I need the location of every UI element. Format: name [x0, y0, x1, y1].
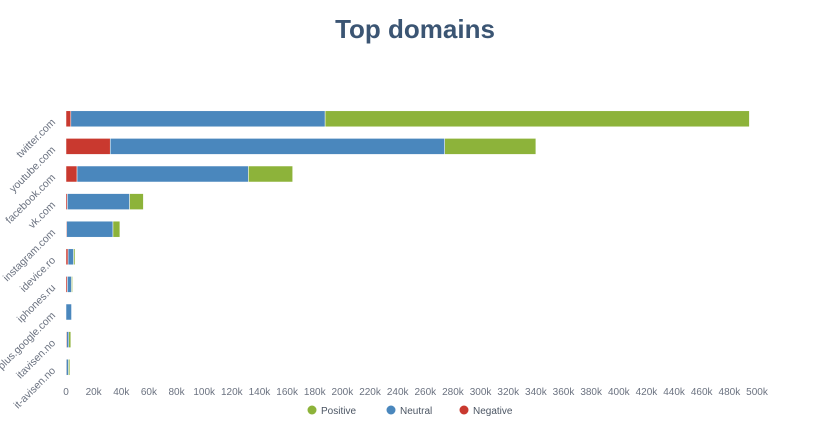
x-tick-label: 340k	[525, 387, 548, 398]
bar-neutral	[67, 193, 130, 210]
bar-positive	[73, 248, 76, 266]
x-tick-label: 460k	[691, 387, 714, 398]
x-tick-label: 100k	[193, 387, 216, 398]
bar-neutral	[65, 303, 72, 321]
x-tick-label: 60k	[141, 387, 158, 398]
bar-neutral	[66, 358, 69, 376]
x-tick-label: 0	[63, 387, 69, 398]
legend-marker-neutral	[386, 405, 396, 415]
bar-positive	[112, 220, 121, 238]
bar-neutral	[66, 220, 114, 238]
x-tick-label: 140k	[249, 387, 272, 398]
legend-item-positive[interactable]: Positive	[321, 406, 356, 417]
x-tick-label: 320k	[497, 387, 520, 398]
bar-positive	[248, 165, 293, 183]
x-tick-label: 180k	[304, 387, 327, 398]
x-tick-label: 480k	[719, 387, 742, 398]
legend-marker-negative	[459, 405, 469, 415]
x-tick-label: 240k	[387, 387, 410, 398]
bar-neutral	[67, 276, 72, 293]
x-tick-label: 280k	[442, 387, 465, 398]
legend-item-neutral[interactable]: Neutral	[400, 406, 432, 417]
bar-negative	[65, 165, 78, 183]
bar-neutral	[76, 165, 249, 183]
bar-positive	[324, 110, 750, 128]
x-tick-label: 20k	[86, 387, 103, 398]
legend-item-negative[interactable]: Negative	[473, 406, 513, 417]
bar-positive	[444, 138, 537, 155]
legend-marker-positive	[307, 405, 317, 415]
bar-negative	[65, 110, 72, 128]
x-tick-label: 500k	[746, 387, 769, 398]
bar-negative	[65, 248, 69, 266]
x-tick-label: 420k	[636, 387, 659, 398]
bar-neutral	[67, 248, 74, 266]
x-tick-label: 220k	[359, 387, 382, 398]
bar-positive	[129, 193, 144, 210]
x-tick-label: 200k	[332, 387, 355, 398]
x-tick-label: 400k	[608, 387, 631, 398]
bar-neutral	[66, 331, 70, 348]
bar-neutral	[109, 138, 445, 155]
x-tick-label: 440k	[663, 387, 686, 398]
x-tick-label: 300k	[470, 387, 493, 398]
x-tick-label: 260k	[414, 387, 437, 398]
x-tick-label: 160k	[276, 387, 299, 398]
x-tick-label: 80k	[168, 387, 185, 398]
bar-negative	[65, 138, 111, 155]
x-tick-label: 380k	[580, 387, 603, 398]
x-tick-label: 40k	[113, 387, 130, 398]
bar-positive	[71, 276, 73, 293]
bar-neutral	[70, 110, 326, 128]
chart-title: Top domains	[335, 14, 495, 44]
bar-positive	[68, 331, 72, 348]
x-tick-label: 120k	[221, 387, 244, 398]
x-tick-label: 360k	[553, 387, 576, 398]
bar-positive	[68, 358, 71, 376]
